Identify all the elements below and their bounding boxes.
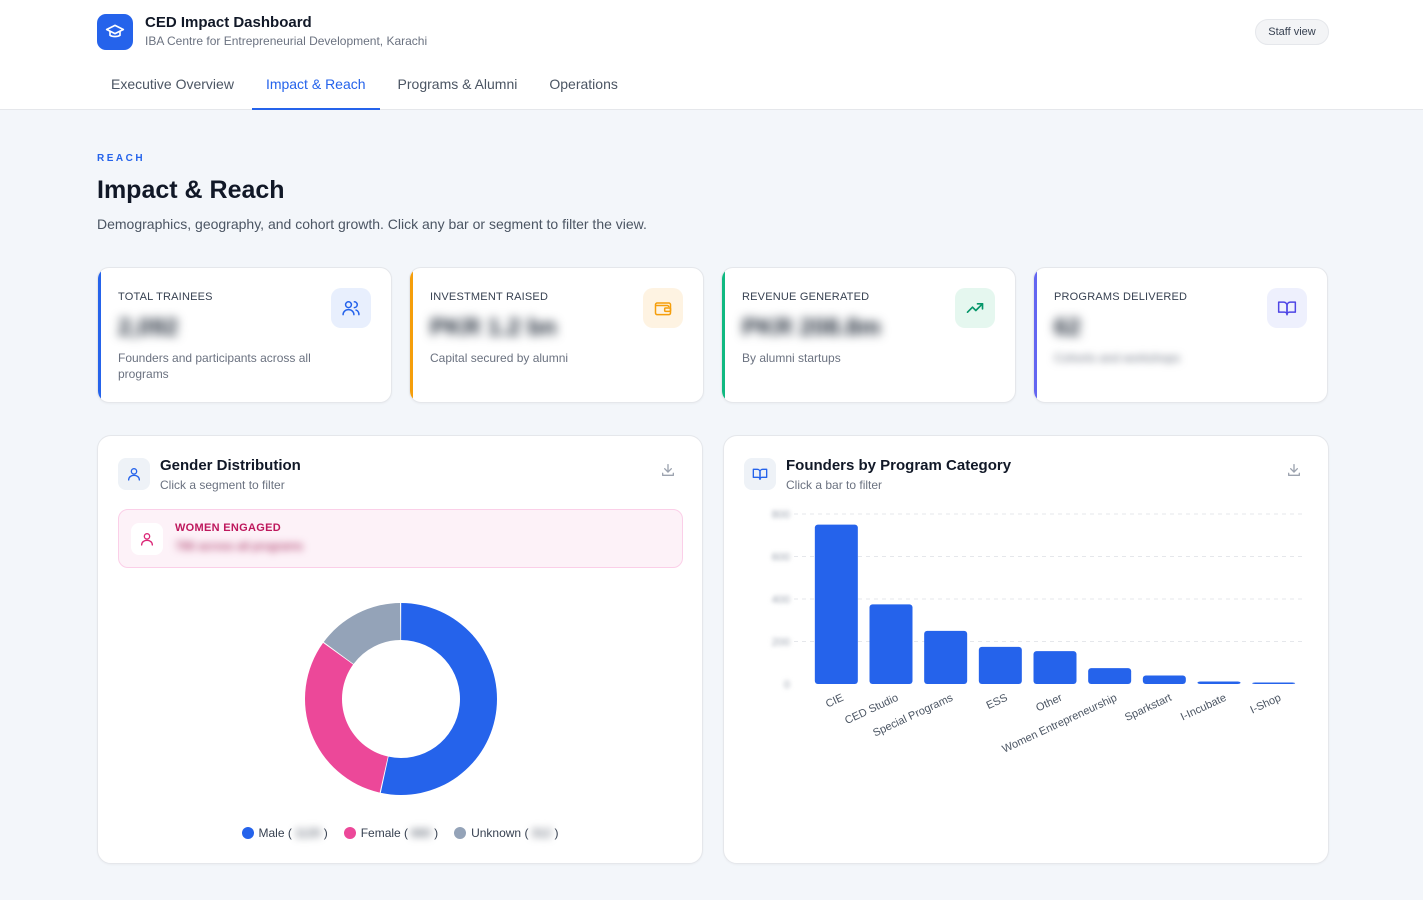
kpi-value: PKR 208.8m xyxy=(742,314,881,341)
donut-slice-unknown[interactable] xyxy=(323,603,401,664)
user-icon xyxy=(131,523,163,555)
kpi-description: Cohorts and workshops xyxy=(1054,351,1181,365)
card-title: Founders by Program Category xyxy=(786,457,1012,474)
legend-item-unknown[interactable]: Unknown ( 312 ) xyxy=(454,826,558,840)
book-open-icon xyxy=(1267,288,1307,328)
legend-dot xyxy=(241,827,254,839)
page-description: Demographics, geography, and cohort grow… xyxy=(97,216,647,232)
section-eyebrow: REACH xyxy=(97,153,146,164)
kpi-label: TOTAL TRAINEES xyxy=(118,291,213,303)
y-tick-label: 800 xyxy=(772,509,790,521)
download-icon[interactable] xyxy=(660,462,678,480)
graduation-cap-icon xyxy=(97,14,133,50)
bar-ess[interactable] xyxy=(978,646,1022,684)
trending-up-icon xyxy=(955,288,995,328)
legend-paren: ( xyxy=(284,826,292,840)
legend-paren: ) xyxy=(323,826,328,840)
kpi-accent xyxy=(410,268,413,402)
wallet-icon xyxy=(643,288,683,328)
women-engaged-label: WOMEN ENGAGED xyxy=(175,522,281,534)
card-subtitle: Click a segment to filter xyxy=(160,478,285,492)
kpi-label: INVESTMENT RAISED xyxy=(430,291,549,303)
kpi-label: PROGRAMS DELIVERED xyxy=(1054,291,1188,303)
x-tick-label: ESS xyxy=(985,692,1010,712)
legend-value: 1120 xyxy=(294,826,321,840)
y-tick-label: 400 xyxy=(772,594,790,606)
kpi-description: Founders and participants across all pro… xyxy=(118,351,311,381)
kpi-accent xyxy=(98,268,101,402)
kpi-value: 2,092 xyxy=(118,314,179,341)
kpi-description: By alumni startups xyxy=(742,351,841,365)
download-icon[interactable] xyxy=(1286,462,1304,480)
kpi-card-revenue-generated: REVENUE GENERATED PKR 208.8m By alumni s… xyxy=(721,267,1016,403)
x-tick-label: CIE xyxy=(824,692,846,711)
bar-i-incubate[interactable] xyxy=(1197,681,1241,684)
app-subtitle: IBA Centre for Entrepreneurial Developme… xyxy=(145,34,428,48)
women-engaged-value: 786 across all programs xyxy=(175,539,304,553)
card-subtitle: Click a bar to filter xyxy=(786,478,883,492)
legend-item-female[interactable]: Female ( 660 ) xyxy=(343,826,439,840)
legend-label: Male xyxy=(258,826,285,840)
gender-distribution-card: Gender Distribution Click a segment to f… xyxy=(97,435,703,864)
kpi-accent xyxy=(722,268,725,402)
x-tick-label: I-Shop xyxy=(1248,692,1282,717)
gender-donut-chart[interactable] xyxy=(98,436,704,865)
legend-label: Unknown xyxy=(471,826,522,840)
kpi-description: Capital secured by alumni xyxy=(430,351,569,365)
donut-slice-female[interactable] xyxy=(305,642,388,793)
legend-value: 660 xyxy=(411,826,432,840)
donut-legend: Male ( 1120 ) Female ( 660 ) Unknown ( 3… xyxy=(98,826,702,840)
y-tick-label: 0 xyxy=(784,679,790,691)
y-tick-label: 600 xyxy=(772,552,790,564)
donut-slice-male[interactable] xyxy=(380,603,497,795)
tab-bar: Executive Overview Impact & Reach Progra… xyxy=(97,66,636,110)
users-icon xyxy=(331,288,371,328)
page-title: Impact & Reach xyxy=(97,176,285,204)
bar-other[interactable] xyxy=(1033,651,1077,684)
legend-item-male[interactable]: Male ( 1120 ) xyxy=(241,826,328,840)
kpi-label: REVENUE GENERATED xyxy=(742,291,870,303)
card-title: Gender Distribution xyxy=(160,457,301,474)
legend-paren: ) xyxy=(434,826,439,840)
book-open-icon xyxy=(744,458,776,490)
bar-special-programs[interactable] xyxy=(924,630,968,684)
tab-programs-alumni[interactable]: Programs & Alumni xyxy=(397,76,518,92)
legend-paren: ( xyxy=(400,826,409,840)
women-engaged-callout: WOMEN ENGAGED 786 across all programs xyxy=(118,509,683,568)
y-tick-label: 200 xyxy=(772,637,790,649)
staff-view-button[interactable]: Staff view xyxy=(1255,19,1329,45)
legend-paren: ( xyxy=(521,826,529,840)
tab-operations[interactable]: Operations xyxy=(549,76,618,92)
x-tick-label: Other xyxy=(1034,692,1064,715)
x-tick-label: I-Incubate xyxy=(1179,692,1228,724)
tab-executive-overview[interactable]: Executive Overview xyxy=(111,76,234,92)
tab-impact-reach[interactable]: Impact & Reach xyxy=(251,66,380,110)
x-tick-label: Sparkstart xyxy=(1123,692,1174,724)
bar-cie[interactable] xyxy=(814,524,858,684)
bar-sparkstart[interactable] xyxy=(1142,675,1186,685)
bar-ced-studio[interactable] xyxy=(869,604,913,684)
app-header: CED Impact Dashboard IBA Centre for Entr… xyxy=(0,0,1423,110)
legend-label: Female xyxy=(360,826,401,840)
legend-value: 312 xyxy=(531,826,552,840)
app-title: CED Impact Dashboard xyxy=(145,14,312,31)
legend-dot xyxy=(343,827,356,839)
user-icon xyxy=(118,458,150,490)
bar-i-shop[interactable] xyxy=(1252,682,1296,685)
kpi-card-programs-delivered: PROGRAMS DELIVERED 62 Cohorts and worksh… xyxy=(1033,267,1328,403)
legend-paren: ) xyxy=(554,826,559,840)
kpi-card-total-trainees: TOTAL TRAINEES 2,092 Founders and partic… xyxy=(97,267,392,403)
program-category-card: Founders by Program Category Click a bar… xyxy=(723,435,1329,864)
bar-women-entrepreneurship[interactable] xyxy=(1088,668,1132,684)
kpi-value: 62 xyxy=(1054,314,1081,341)
kpi-card-investment-raised: INVESTMENT RAISED PKR 1.2 bn Capital sec… xyxy=(409,267,704,403)
kpi-accent xyxy=(1034,268,1037,402)
kpi-value: PKR 1.2 bn xyxy=(430,314,557,341)
legend-dot xyxy=(454,827,467,839)
